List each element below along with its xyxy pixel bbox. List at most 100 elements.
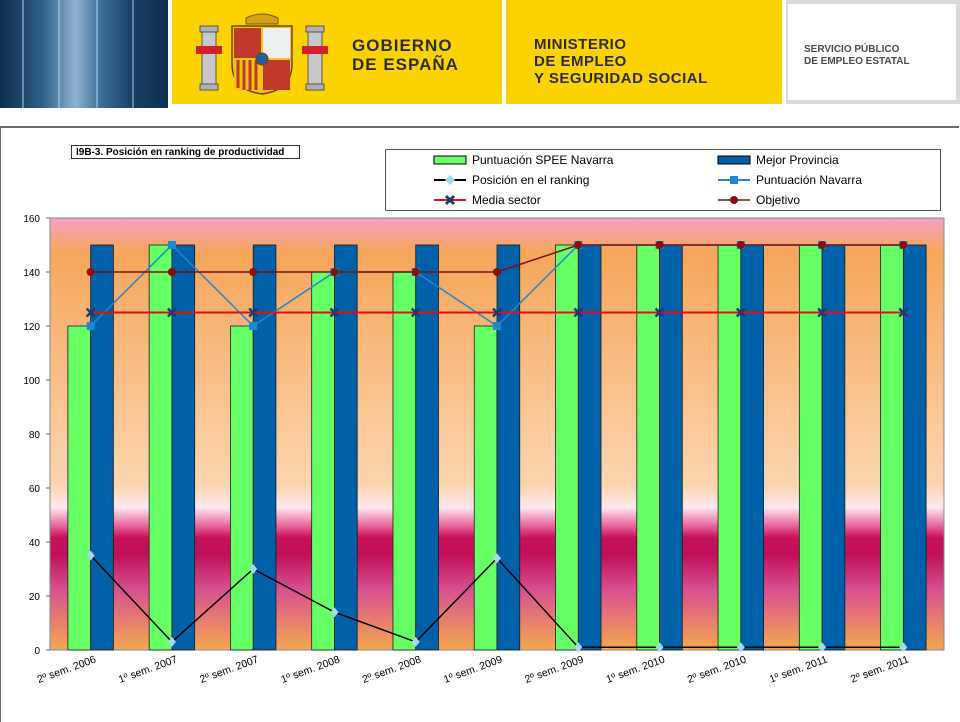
point-marker [330, 268, 339, 276]
spee-line-1: SERVICIO PÚBLICO [804, 44, 900, 55]
legend-swatch-green [433, 155, 467, 165]
ministerio-line-1: MINISTERIO [534, 36, 627, 53]
point-marker [249, 268, 258, 276]
chart-frame [0, 126, 959, 722]
legend-label: Objetivo [756, 193, 801, 207]
point-marker [249, 322, 258, 330]
legend-swatch-blue [717, 155, 751, 165]
bar [636, 244, 660, 651]
bar [555, 244, 579, 651]
point-marker [899, 241, 908, 249]
y-tick-label: 20 [29, 592, 41, 603]
point-marker [493, 553, 501, 564]
x-tick-label: 2º sem. 2010 [686, 653, 748, 685]
bar [415, 244, 439, 651]
x-tick-label: 1º sem. 2008 [279, 653, 341, 685]
chart-title: I9B-3. Posición en ranking de productivi… [71, 145, 300, 159]
point-marker [167, 307, 177, 318]
point-marker [573, 307, 584, 318]
point-marker [493, 322, 501, 330]
bar [392, 271, 417, 651]
gobierno-banner [172, 0, 502, 104]
bar [473, 325, 498, 651]
point-marker [167, 636, 176, 647]
bar [902, 244, 927, 651]
bar [311, 271, 335, 651]
legend-item-puntuacion-navarra: Puntuación Navarra [716, 171, 936, 189]
bar [148, 244, 173, 651]
point-marker [574, 241, 583, 249]
x-tick-label: 1º sem. 2011 [768, 653, 829, 685]
x-tick-label: 1º sem. 2009 [442, 653, 504, 685]
x-tick-label: 2º sem. 2006 [36, 653, 98, 685]
legend-item-objetivo: Objetivo [716, 191, 936, 209]
legend-item-puntuacion-spee: Puntuación SPEE Navarra [432, 151, 692, 169]
ministerio-line-2: DE EMPLEO [534, 53, 627, 70]
x-tick-label: 2º sem. 2008 [361, 653, 423, 685]
legend-swatch-square [718, 176, 750, 184]
point-marker [655, 241, 664, 249]
bar [67, 325, 92, 651]
bar [496, 244, 521, 651]
point-marker [736, 642, 745, 653]
legend-item-posicion-ranking: Posición en el ranking [432, 171, 692, 189]
bar [659, 244, 683, 651]
point-marker [86, 268, 95, 276]
legend-swatch-x [434, 194, 466, 206]
chart-legend: Puntuación SPEE Navarra Mejor Provincia … [385, 149, 941, 211]
page-header: GOBIERNO DE ESPAÑA MINISTERIO DE EMPLEO … [0, 0, 960, 110]
x-tick-label: 2º sem. 2011 [849, 653, 910, 685]
bar [252, 244, 277, 651]
x-tick-label: 2º sem. 2007 [198, 653, 260, 685]
bar [90, 244, 114, 651]
point-marker [86, 322, 95, 330]
legend-label: Puntuación SPEE Navarra [472, 153, 614, 167]
y-tick-label: 0 [34, 646, 40, 657]
gobierno-line-1: GOBIERNO [352, 36, 453, 55]
point-marker [411, 268, 420, 276]
x-tick-label: 1º sem. 2010 [605, 653, 667, 685]
spee-line-2: DE EMPLEO ESTATAL [804, 56, 910, 67]
point-marker [248, 307, 259, 318]
bar [334, 244, 358, 651]
y-tick-label: 120 [23, 322, 40, 333]
point-marker [655, 642, 664, 653]
point-marker [898, 307, 909, 318]
point-marker [249, 564, 258, 574]
bar [230, 325, 254, 651]
point-marker [493, 268, 501, 276]
y-tick-label: 40 [29, 538, 41, 549]
bar [798, 244, 823, 651]
y-tick-label: 140 [23, 268, 40, 279]
bar [880, 244, 904, 651]
point-marker [411, 636, 420, 647]
y-tick-label: 80 [29, 430, 41, 441]
point-marker [818, 642, 827, 653]
legend-item-media-sector: Media sector [432, 191, 692, 209]
legend-swatch-circle [718, 196, 750, 204]
point-marker [899, 642, 908, 653]
point-marker [654, 307, 665, 318]
spee-banner [786, 0, 960, 104]
y-tick-label: 160 [23, 214, 40, 225]
ministerio-banner [506, 0, 782, 104]
legend-label: Puntuación Navarra [756, 173, 863, 187]
legend-label: Posición en el ranking [472, 173, 590, 187]
ministerio-line-3: Y SEGURIDAD SOCIAL [534, 70, 708, 87]
header-photo-panel [0, 0, 168, 108]
point-marker [167, 241, 176, 249]
point-marker [735, 307, 746, 318]
legend-label: Media sector [472, 193, 541, 207]
point-marker [574, 642, 583, 653]
point-marker [85, 307, 96, 318]
point-marker [329, 307, 340, 318]
y-tick-label: 100 [23, 376, 40, 387]
x-tick-label: 2º sem. 2009 [523, 653, 585, 685]
point-marker [86, 550, 95, 561]
point-marker [410, 307, 421, 318]
point-marker [736, 241, 745, 249]
point-marker [167, 268, 176, 276]
point-marker [492, 307, 502, 318]
bar [740, 244, 764, 651]
